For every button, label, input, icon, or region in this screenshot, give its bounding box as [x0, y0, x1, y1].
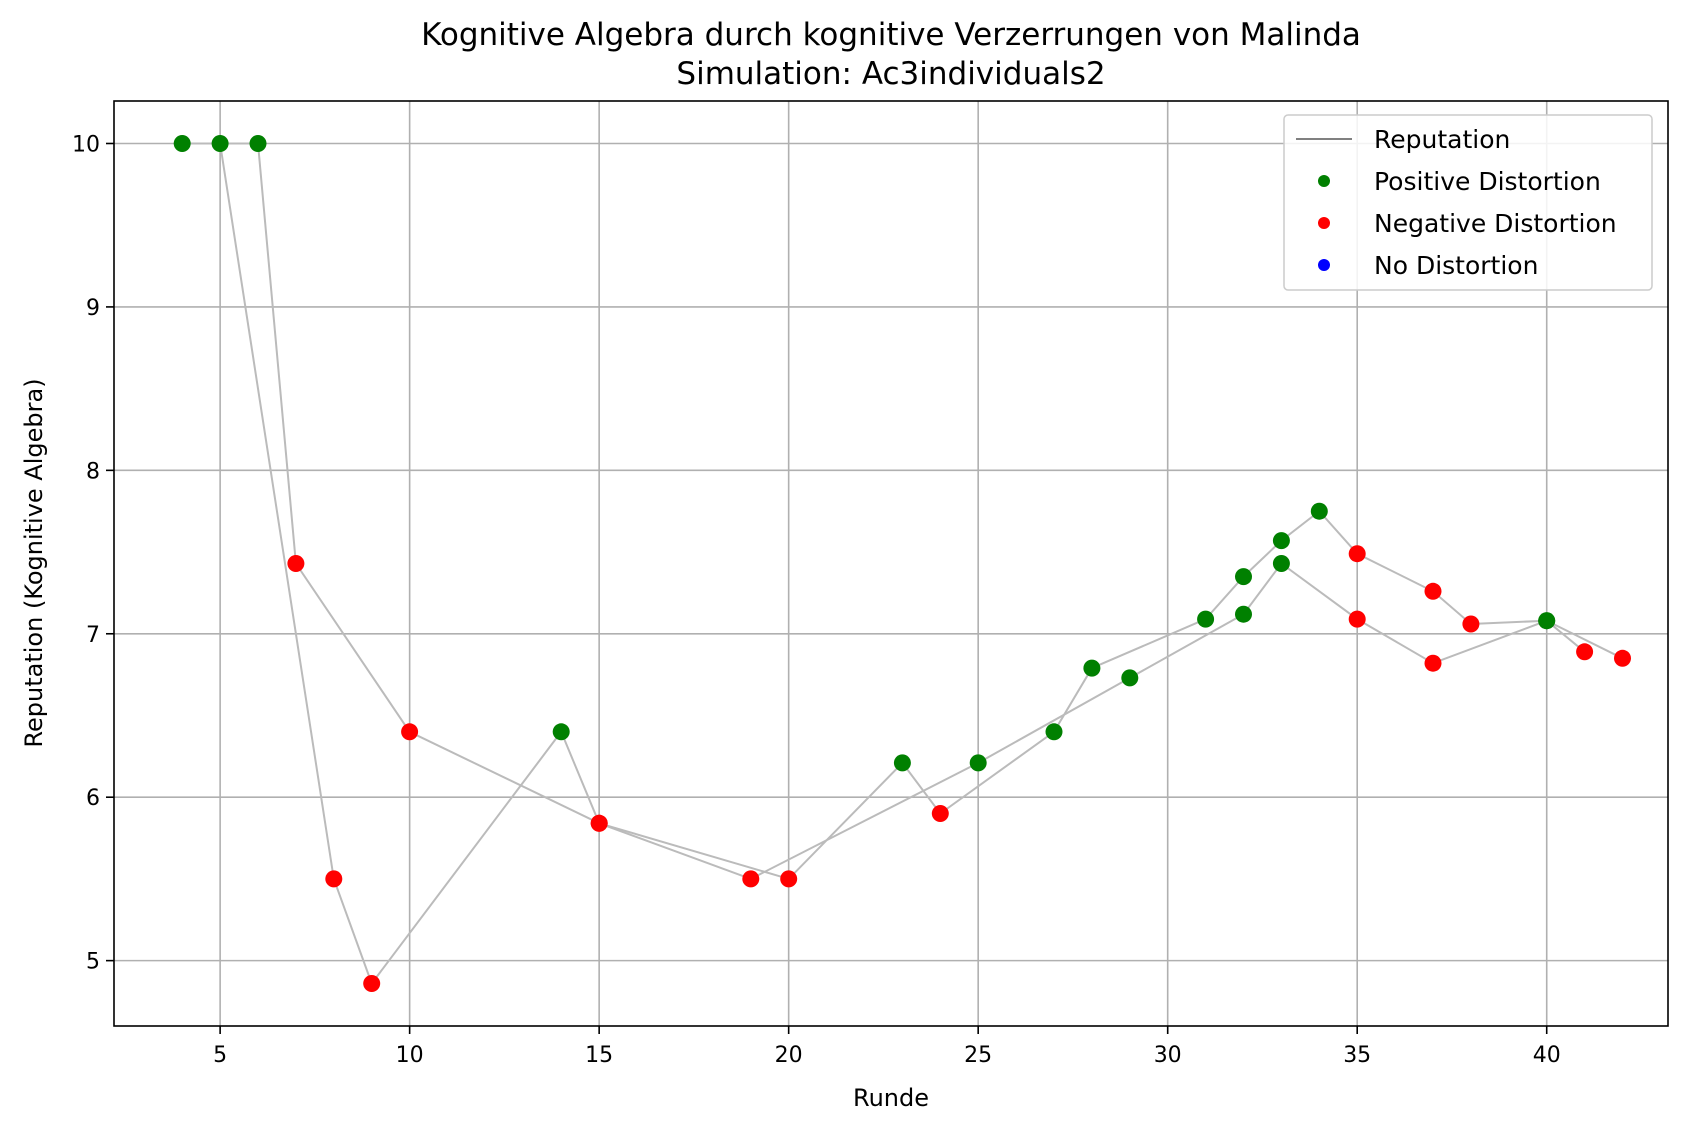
- plot-frame: [113, 100, 1669, 1027]
- data-point-positive: [552, 723, 570, 741]
- data-point-positive: [1538, 612, 1556, 630]
- reputation-line-2: [219, 143, 1586, 986]
- legend-label-reputation: Reputation: [1374, 125, 1510, 154]
- data-point-positive: [1197, 610, 1215, 628]
- y-axis-ticks: 5 6 7 8 9 10: [72, 132, 114, 975]
- x-tick-label: 40: [1533, 1043, 1561, 1068]
- data-point-negative: [401, 723, 419, 741]
- legend-label-positive: Positive Distortion: [1374, 167, 1601, 196]
- data-point-positive: [211, 135, 229, 152]
- data-point-negative: [287, 555, 305, 572]
- data-point-positive: [1045, 723, 1063, 741]
- data-point-negative: [1424, 582, 1442, 600]
- data-point-negative: [363, 975, 381, 992]
- data-point-negative: [1614, 649, 1631, 667]
- chart-title: Kognitive Algebra durch kognitive Verzer…: [421, 17, 1361, 53]
- legend-none-marker: [1318, 259, 1330, 271]
- data-point-positive: [1272, 555, 1290, 572]
- data-point-positive: [969, 754, 987, 772]
- data-point-positive: [173, 135, 191, 152]
- legend-negative-marker: [1318, 217, 1330, 229]
- data-point-negative: [1348, 545, 1366, 563]
- data-point-negative: [1424, 654, 1442, 672]
- y-axis-label: Reputation (Kognitive Algebra): [20, 378, 48, 747]
- x-tick-label: 25: [964, 1043, 992, 1068]
- data-point-positive: [1235, 568, 1252, 586]
- data-point-positive: [1083, 659, 1101, 677]
- legend-label-none: No Distortion: [1374, 251, 1538, 280]
- y-tick-label: 6: [86, 786, 100, 811]
- x-tick-label: 35: [1343, 1043, 1371, 1068]
- data-point-positive: [1272, 532, 1290, 550]
- data-point-negative: [1462, 615, 1480, 633]
- y-tick-label: 9: [86, 296, 100, 321]
- x-axis-ticks: 5 10 15 20 25 30 35 40: [213, 1026, 1561, 1068]
- data-point-positive: [1235, 605, 1252, 623]
- legend-box: [1283, 114, 1653, 291]
- data-point-negative: [1348, 610, 1366, 628]
- legend-label-negative: Negative Distortion: [1374, 209, 1617, 238]
- data-points: [173, 135, 1631, 992]
- data-point-negative: [1576, 643, 1594, 661]
- chart-subtitle: Simulation: Ac3individuals2: [676, 56, 1105, 92]
- y-tick-label: 8: [86, 459, 100, 484]
- data-point-negative: [590, 814, 608, 832]
- y-tick-label: 5: [86, 950, 100, 975]
- x-tick-label: 30: [1154, 1043, 1182, 1068]
- x-tick-label: 5: [213, 1043, 227, 1068]
- legend-positive-marker: [1318, 175, 1330, 187]
- data-point-negative: [325, 870, 343, 888]
- y-tick-label: 10: [72, 132, 100, 157]
- data-point-negative: [931, 805, 949, 822]
- data-point-negative: [780, 870, 798, 888]
- data-point-positive: [893, 754, 911, 772]
- x-axis-label: Runde: [853, 1084, 929, 1112]
- data-point-positive: [249, 135, 267, 152]
- x-tick-label: 20: [775, 1043, 803, 1068]
- data-point-positive: [1310, 502, 1328, 520]
- legend: Reputation Positive Distortion Negative …: [1283, 114, 1653, 291]
- x-tick-label: 15: [585, 1043, 613, 1068]
- y-tick-label: 7: [86, 623, 100, 648]
- data-point-positive: [1121, 669, 1139, 687]
- x-tick-label: 10: [396, 1043, 424, 1068]
- data-point-negative: [742, 870, 760, 888]
